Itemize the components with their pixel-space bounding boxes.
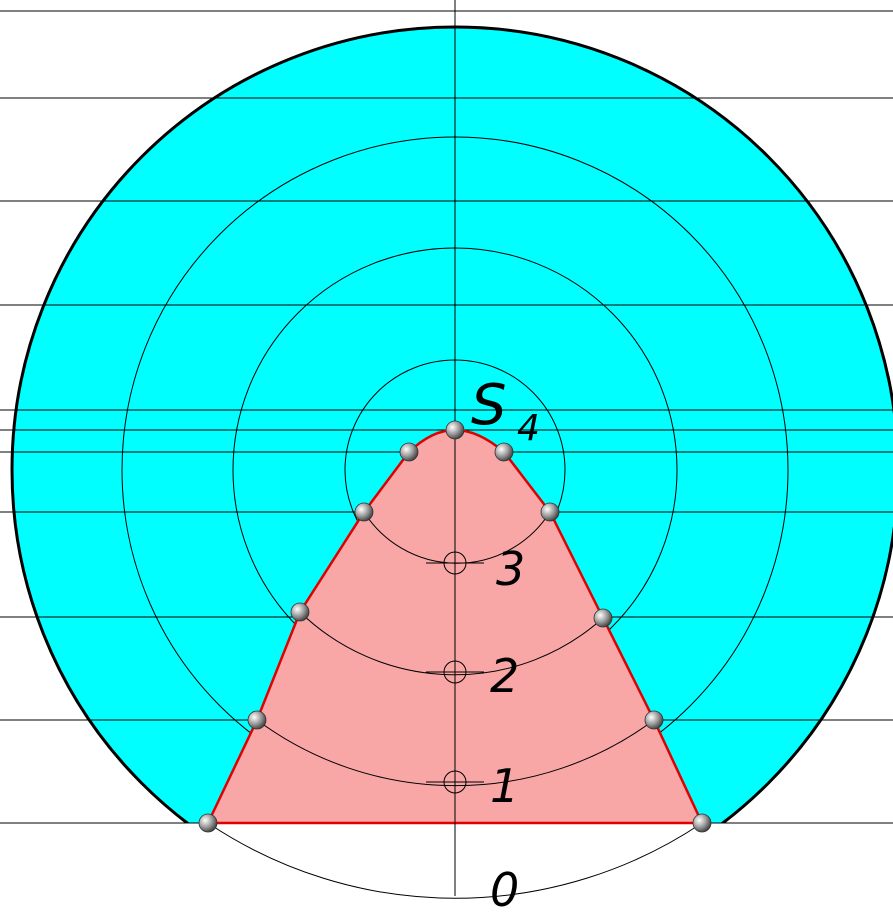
point [644, 710, 664, 730]
arc-level-2 [299, 611, 604, 676]
level-marks [426, 551, 484, 794]
point [593, 608, 613, 628]
point [198, 813, 218, 833]
point-apex [445, 420, 465, 440]
level-label-1: 1 [490, 759, 519, 813]
apex-subscript: 4 [517, 408, 540, 449]
point [354, 502, 374, 522]
level-label-3: 3 [496, 542, 525, 596]
point [290, 602, 310, 622]
point [247, 710, 267, 730]
point [494, 442, 514, 462]
level-label-2: 2 [490, 649, 519, 703]
point [540, 502, 560, 522]
level-label-0: 0 [490, 863, 519, 912]
points [198, 420, 712, 833]
base-disc-lower-arc [207, 822, 703, 899]
point [399, 442, 419, 462]
point [692, 813, 712, 833]
apex-label: S [471, 373, 507, 438]
